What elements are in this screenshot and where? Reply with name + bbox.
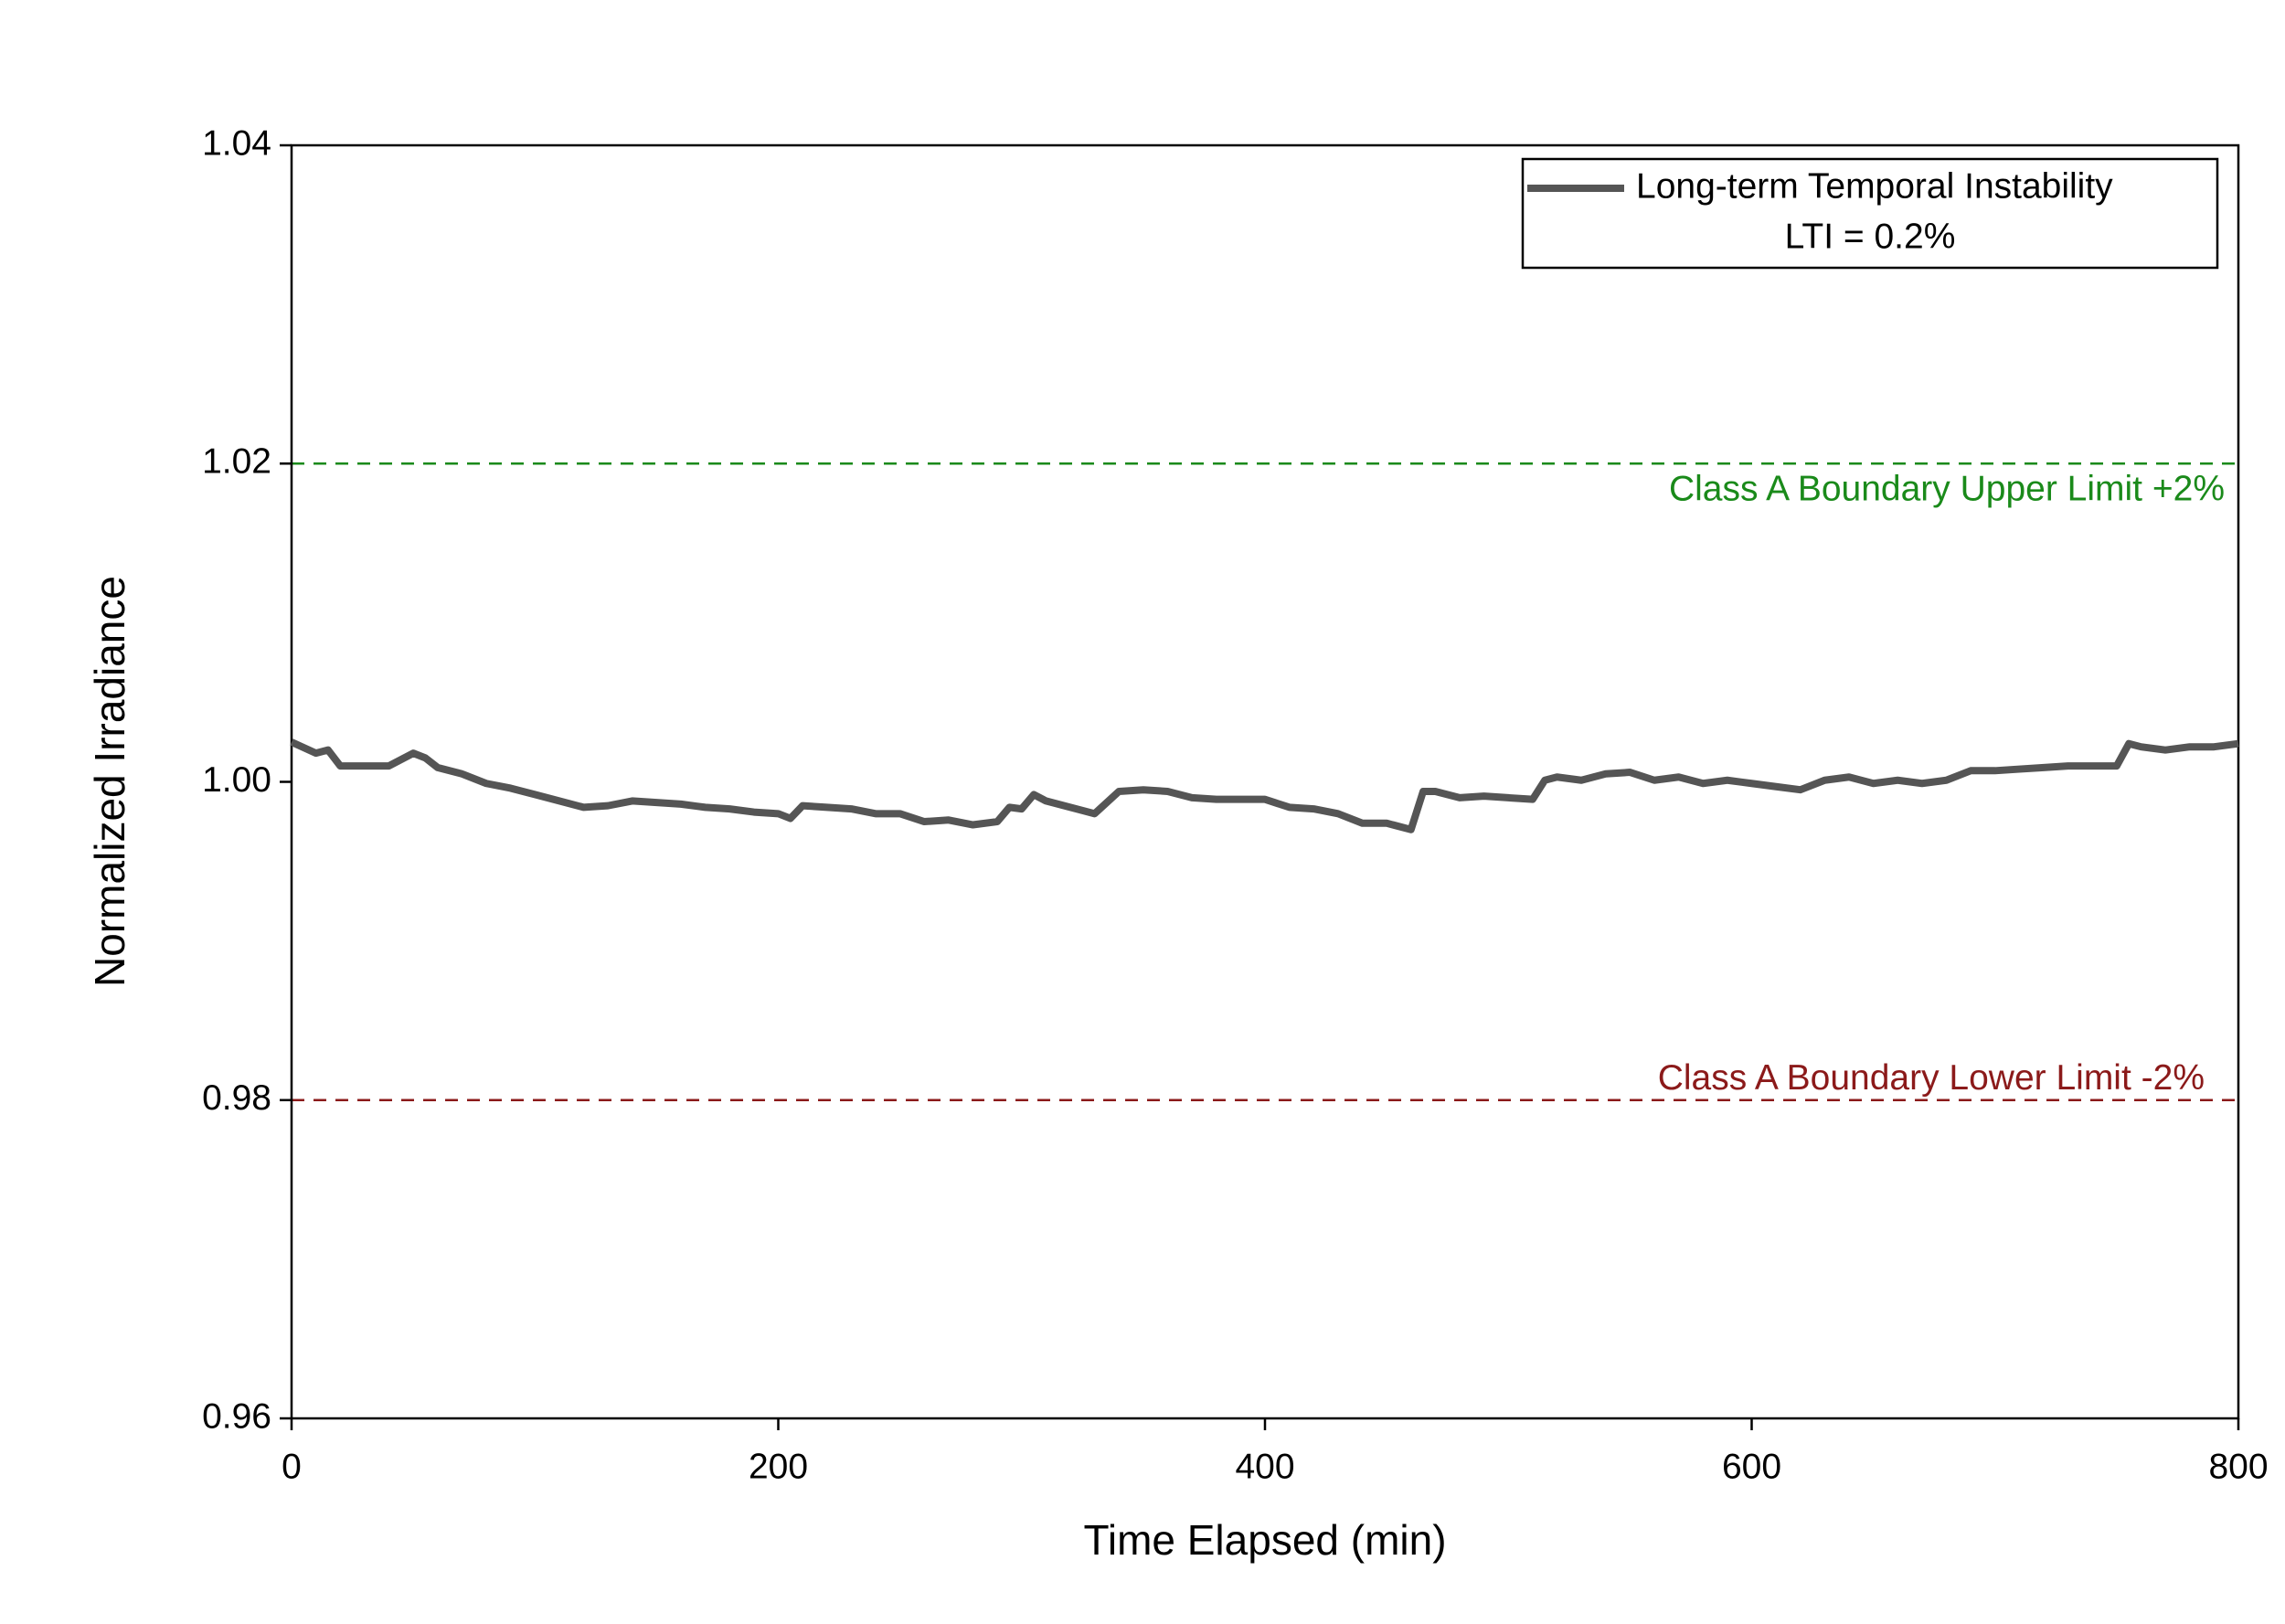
y-tick-label: 0.98 (202, 1078, 271, 1118)
x-tick-label: 0 (282, 1447, 302, 1486)
data-line (290, 738, 2239, 833)
x-tick-label: 400 (1235, 1447, 1294, 1486)
y-tick-label: 1.02 (202, 442, 271, 482)
legend-label: Long-term Temporal Instability (1636, 166, 2113, 206)
reference-label: Class A Boundary Upper Limit +2% (1669, 470, 2225, 509)
y-tick-label: 1.00 (202, 760, 271, 800)
x-tick-label: 200 (749, 1447, 808, 1486)
y-tick-label: 1.04 (202, 123, 271, 163)
reference-label: Class A Boundary Lower Limit -2% (1658, 1058, 2205, 1098)
x-axis-title: Time Elapsed (min) (1083, 1516, 1446, 1564)
legend-note: LTI = 0.2% (1785, 217, 1956, 256)
legend-box (1521, 157, 2219, 270)
y-axis-title: Normalized Irradiance (86, 576, 133, 987)
x-tick-label: 800 (2208, 1447, 2268, 1486)
y-tick-label: 0.96 (202, 1396, 271, 1436)
x-tick-label: 600 (1722, 1447, 1781, 1486)
